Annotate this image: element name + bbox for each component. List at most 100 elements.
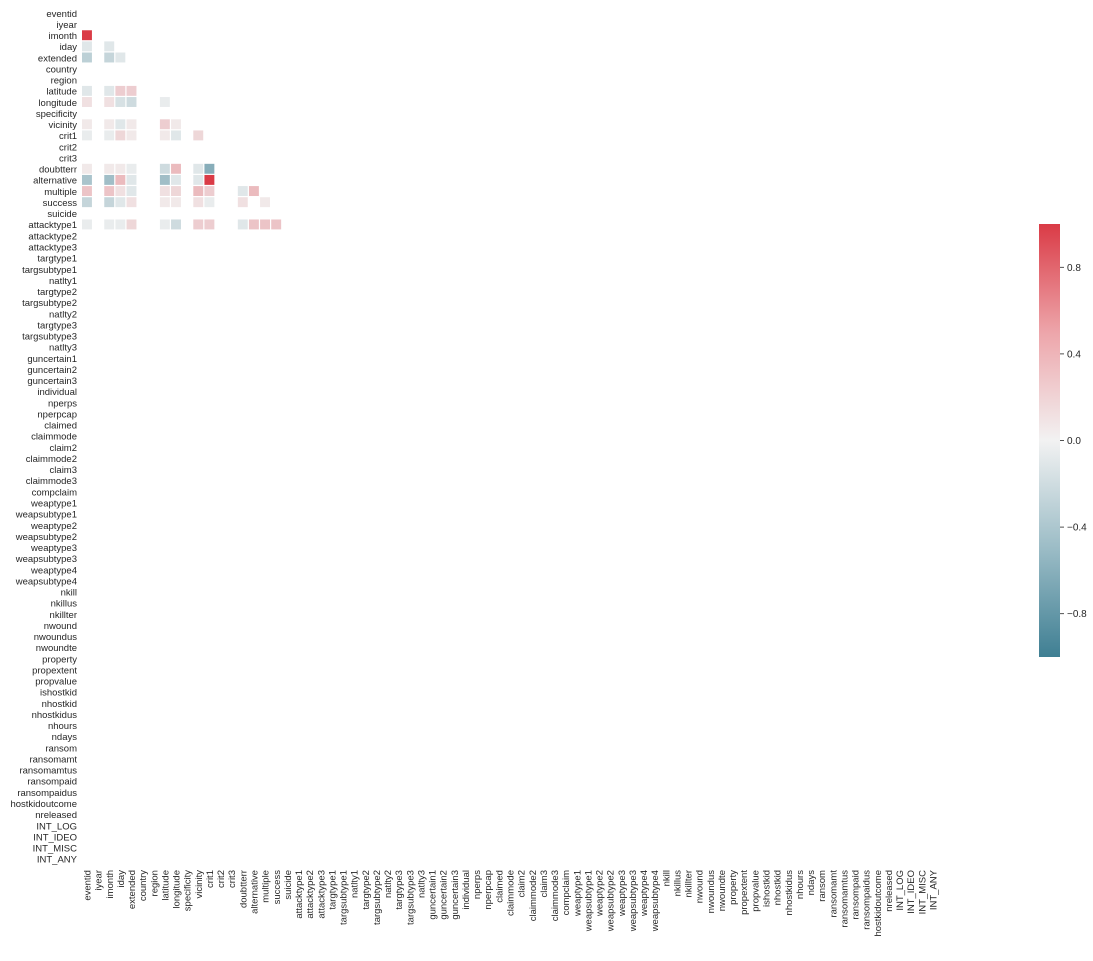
heatmap-cell-success-vicinity bbox=[193, 197, 204, 208]
x-tick-label: nkill bbox=[661, 870, 672, 886]
x-tick-label: region bbox=[149, 870, 160, 896]
heatmap-cell-multiple-doubtterr bbox=[237, 186, 248, 197]
heatmap-cell-attacktype1-latitude bbox=[159, 219, 170, 230]
y-tick-label: success bbox=[43, 198, 78, 209]
y-tick-label: weapsubtype3 bbox=[15, 554, 77, 565]
x-tick-label: alternative bbox=[250, 870, 261, 914]
heatmap-cell-vicinity-imonth bbox=[104, 119, 115, 130]
heatmap-cell-doubtterr-longitude bbox=[171, 163, 181, 174]
x-tick-label: natlty1 bbox=[350, 870, 361, 898]
y-tick-label: guncertain1 bbox=[27, 354, 77, 365]
heatmap-cell-iday-eventid bbox=[82, 41, 92, 52]
heatmap-cell-latitude-iday bbox=[115, 85, 126, 96]
x-tick-label: guncertain1 bbox=[428, 870, 439, 920]
heatmap-cell-alternative-imonth bbox=[104, 174, 115, 185]
y-tick-label: vicinity bbox=[48, 120, 77, 131]
x-tick-label: longitude bbox=[172, 870, 183, 909]
y-tick-label: latitude bbox=[46, 87, 77, 98]
x-tick-label: weaptype3 bbox=[617, 870, 628, 917]
heatmap-cell-doubtterr-extended bbox=[126, 163, 137, 174]
heatmap-cell-attacktype1-crit1 bbox=[204, 219, 215, 230]
heatmap-cell-alternative-latitude bbox=[159, 174, 170, 185]
y-tick-label: nperps bbox=[48, 398, 77, 409]
y-tick-label: compclaim bbox=[32, 487, 77, 498]
y-tick-label: INT_MISC bbox=[33, 844, 77, 855]
y-tick-label: extended bbox=[38, 53, 77, 64]
y-tick-label: iday bbox=[60, 42, 78, 53]
heatmap-cell-crit1-eventid bbox=[82, 130, 92, 141]
x-tick-label: multiple bbox=[261, 870, 272, 903]
y-tick-label: weaptype2 bbox=[30, 521, 77, 532]
y-tick-label: natlty1 bbox=[49, 276, 77, 287]
heatmap-cell-crit1-latitude bbox=[159, 130, 170, 141]
heatmap-cell-multiple-vicinity bbox=[193, 186, 204, 197]
heatmap-cell-alternative-crit1 bbox=[204, 174, 215, 185]
heatmap-cell-alternative-vicinity bbox=[193, 174, 204, 185]
heatmap-cells bbox=[82, 30, 282, 230]
y-tick-label: INT_ANY bbox=[37, 855, 78, 866]
heatmap-cell-crit1-vicinity bbox=[193, 130, 204, 141]
x-tick-label: attacktype2 bbox=[305, 870, 316, 919]
x-tick-label: individual bbox=[461, 870, 472, 910]
y-tick-label: ndays bbox=[52, 732, 78, 743]
x-tick-label: claimmode bbox=[506, 870, 517, 916]
heatmap-cell-crit1-longitude bbox=[171, 130, 181, 141]
x-tick-label: nwoundte bbox=[717, 870, 728, 911]
colorbar-ticks: −0.8 −0.4 0.0 0.4 0.8 bbox=[1060, 263, 1087, 620]
heatmap-cell-longitude-latitude bbox=[159, 97, 170, 107]
heatmap-cell-doubtterr-iday bbox=[115, 163, 126, 174]
heatmap-cell-doubtterr-crit1 bbox=[204, 163, 215, 174]
heatmap-cell-crit1-extended bbox=[126, 130, 137, 141]
y-tick-label: imonth bbox=[48, 31, 77, 42]
y-tick-label: natlty3 bbox=[49, 343, 77, 354]
x-tick-label: compclaim bbox=[561, 870, 572, 915]
y-tick-label: multiple bbox=[44, 187, 77, 198]
heatmap-cell-doubtterr-vicinity bbox=[193, 163, 204, 174]
heatmap-cell-multiple-latitude bbox=[159, 186, 170, 197]
x-tick-label: weaptype2 bbox=[595, 870, 606, 917]
y-tick-label: nkill bbox=[61, 588, 77, 599]
y-tick-label: nhours bbox=[48, 721, 77, 732]
y-tick-label: nwound bbox=[44, 621, 77, 632]
y-tick-label: nreleased bbox=[35, 810, 77, 821]
y-tick-label: targsubtype1 bbox=[22, 265, 77, 276]
x-tick-label: claim3 bbox=[539, 870, 550, 897]
heatmap-cell-extended-imonth bbox=[104, 52, 115, 63]
y-tick-label: attacktype1 bbox=[28, 220, 77, 231]
x-tick-label: attacktype1 bbox=[294, 870, 305, 919]
y-tick-label: weapsubtype1 bbox=[15, 510, 77, 521]
x-tick-label: ransomamtus bbox=[839, 870, 850, 928]
heatmap-cell-success-doubtterr bbox=[237, 197, 248, 208]
y-tick-label: property bbox=[42, 654, 77, 665]
heatmap-cell-doubtterr-eventid bbox=[82, 163, 92, 174]
x-tick-label: targtype3 bbox=[394, 870, 405, 910]
x-tick-label: targsubtype3 bbox=[405, 870, 416, 925]
x-tick-label: ndays bbox=[806, 870, 817, 896]
y-tick-label: weaptype4 bbox=[30, 565, 77, 576]
x-tick-label: nperpcap bbox=[483, 870, 494, 910]
heatmap-cell-success-eventid bbox=[82, 197, 92, 208]
x-tick-label: nwound bbox=[695, 870, 706, 903]
heatmap-cell-alternative-iday bbox=[115, 174, 126, 185]
heatmap-cell-multiple-crit1 bbox=[204, 186, 215, 197]
y-tick-label: guncertain2 bbox=[27, 365, 77, 376]
heatmap-cell-success-extended bbox=[126, 197, 137, 208]
heatmap-cell-success-imonth bbox=[104, 197, 115, 208]
y-tick-label: ransomamt bbox=[29, 754, 77, 765]
y-tick-label: longitude bbox=[38, 98, 77, 109]
y-tick-label: iyear bbox=[56, 20, 77, 31]
y-tick-label: nwoundus bbox=[34, 632, 78, 643]
y-tick-label: eventid bbox=[46, 9, 77, 20]
heatmap-cell-longitude-imonth bbox=[104, 97, 115, 107]
y-tick-label: doubtterr bbox=[39, 165, 77, 176]
heatmap-cell-attacktype1-alternative bbox=[248, 219, 259, 230]
y-tick-label: nperpcap bbox=[37, 409, 77, 420]
x-tick-label: success bbox=[272, 870, 283, 905]
heatmap-cell-multiple-imonth bbox=[104, 186, 115, 197]
x-tick-label: targtype2 bbox=[361, 870, 372, 910]
x-tick-label: weaptype4 bbox=[639, 870, 650, 917]
heatmap-cell-success-multiple bbox=[260, 197, 271, 208]
x-tick-label: ransomamt bbox=[828, 870, 839, 918]
x-tick-label: iyear bbox=[94, 870, 105, 891]
